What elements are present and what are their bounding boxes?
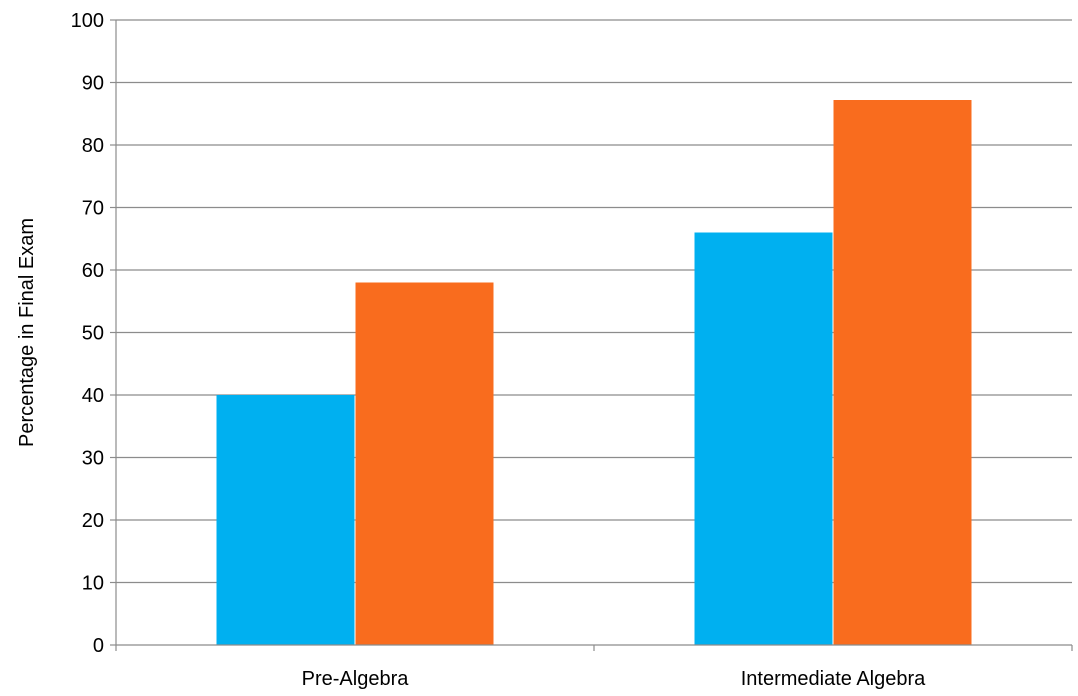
bar-series1-intermediate-algebra [694,232,833,645]
y-tick-label: 50 [82,323,104,345]
x-category-label: Pre-Algebra [302,668,410,690]
bar-series2-pre-algebra [355,282,494,645]
y-tick-label: 30 [82,448,104,470]
y-tick-label: 10 [82,573,104,595]
bars [216,100,972,645]
bar-series2-intermediate-algebra [833,100,972,645]
y-tick-labels: 0 10 20 30 40 50 60 70 80 90 100 [71,10,104,657]
y-tick-label: 80 [82,135,104,157]
y-tick-label: 60 [82,260,104,282]
x-category-labels: Pre-Algebra Intermediate Algebra [302,668,927,690]
y-tick-label: 0 [93,635,104,657]
x-category-label: Intermediate Algebra [741,668,926,690]
y-tick-label: 100 [71,10,104,32]
y-tick-label: 40 [82,385,104,407]
y-tick-label: 70 [82,198,104,220]
y-tick-label: 20 [82,510,104,532]
y-tick-label: 90 [82,73,104,95]
bar-series1-pre-algebra [216,395,355,645]
y-axis-title: Percentage in Final Exam [16,218,38,447]
axes [115,20,1072,646]
